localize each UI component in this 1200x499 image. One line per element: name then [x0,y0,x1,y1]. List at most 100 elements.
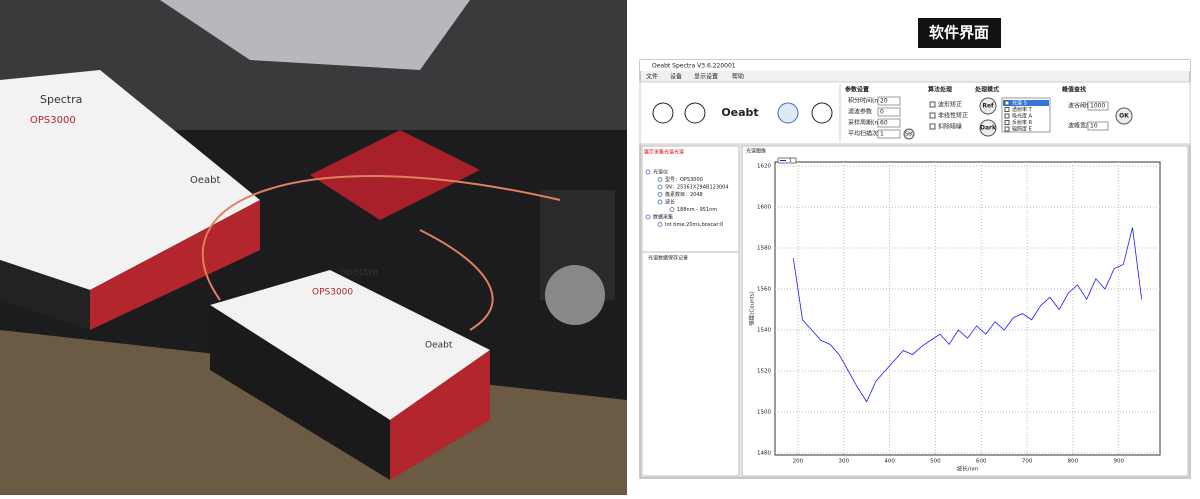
toolbar [639,81,1191,145]
loop-button[interactable] [684,102,706,124]
option-label: 光谱 S [1012,100,1027,107]
option-label: 吸光度 A [1012,113,1033,120]
field-label: 积分时间(ms) [848,97,886,105]
set-button[interactable] [903,128,915,140]
lens [545,265,605,325]
field-value: 0 [880,109,884,116]
logo: Oeabt [721,106,758,119]
tree-node[interactable] [657,177,663,182]
tree-item: 光谱仪 [653,169,668,176]
checkbox[interactable] [1004,113,1010,119]
field-value: 1 [880,131,884,138]
heading-box [918,18,1001,48]
x-tick-label: 300 [839,459,850,465]
start-button[interactable] [652,102,674,124]
input[interactable] [877,118,901,128]
chart-title: 光谱图像 [746,148,766,155]
photo-label: OPS3000 [30,115,76,126]
tree-node[interactable] [657,184,663,190]
y-tick-label: 1600 [757,205,771,211]
x-tick-label: 200 [793,459,804,465]
checkbox[interactable] [929,112,936,119]
menu-item[interactable]: 帮助 [732,73,744,81]
x-tick-label: 900 [1114,459,1125,465]
fiber [201,175,561,331]
checkbox[interactable] [1004,107,1010,112]
pause-button[interactable] [777,102,799,124]
input[interactable] [1087,121,1109,131]
y-axis-label: 强度(Counts) [748,291,756,326]
checkbox[interactable] [1004,126,1010,132]
option-label: 辐照度 E [1012,126,1032,133]
section-title: 峰值查找 [1062,86,1086,94]
tree-item: SN：25361X29AB123004 [665,185,729,191]
tree-node[interactable] [657,199,663,205]
box2-front [210,305,390,480]
section-title: 算法处理 [928,86,952,94]
window-title: Oeabt Spectra V3.6.220001 [652,63,736,70]
tree-node[interactable] [669,207,675,212]
tree-node[interactable] [645,214,651,220]
checkbox[interactable] [929,123,936,130]
option-label: 非线性矫正 [938,112,968,120]
field-value: 10 [1090,123,1098,130]
y-tick-label: 1620 [757,164,771,170]
checkbox[interactable] [1004,100,1010,106]
tree-item: 型号：OPS3000 [665,176,703,183]
photo-label: OPS3000 [312,288,353,298]
menu-item[interactable]: 显示设置 [694,73,718,81]
photo-label: Oeabt [190,175,220,186]
ok-button[interactable] [1115,107,1133,125]
photo-label: Spectra [40,93,82,106]
option-label: 透射率 T [1012,106,1033,113]
field-label: 平均扫描次数 [848,130,884,138]
field-value: 60 [880,120,888,127]
photo-label: Oeabt [425,341,453,351]
box-side [90,200,260,330]
input[interactable] [877,107,901,117]
x-tick-label: 600 [976,459,987,465]
button-label: Dark [980,125,997,132]
button-label: Ref [982,103,994,110]
field-value: 1000 [1090,103,1105,110]
section-title: 处理模式 [974,86,999,94]
field-label: 波峰宽度 [1068,122,1092,130]
field-label: 滤波参数 [848,108,872,116]
splitter [310,130,480,220]
y-tick-label: 1500 [757,409,771,415]
photo-label: Spectra [340,267,379,278]
menu-item[interactable]: 设备 [670,73,682,81]
input[interactable] [1087,101,1109,111]
tree-node[interactable] [657,222,663,227]
tree-node[interactable] [657,192,663,197]
tree-footer: 光谱数据保存记录 [648,255,688,262]
field-label: 波谷阈值 [1068,102,1092,110]
mode-button[interactable] [979,97,997,115]
input[interactable] [877,96,901,106]
input[interactable] [877,129,901,139]
box-front [0,260,90,330]
photo: Spectra OPS3000 Oeabt OPS3000 Spectra Oe… [0,0,627,495]
checkbox[interactable] [929,101,936,108]
y-tick-label: 1560 [757,287,771,293]
legend-box [777,157,797,164]
tree-item: 像素数目：2048 [665,191,703,198]
mode-button[interactable] [979,119,997,137]
y-tick-label: 1480 [757,450,771,456]
tree-item: 波长 [665,199,675,206]
button-label: OK [1119,113,1129,120]
x-tick-label: 700 [1022,459,1033,465]
checkbox[interactable] [1004,120,1010,125]
menu-item[interactable]: 文件 [646,73,658,81]
x-tick-label: 400 [884,459,895,465]
y-tick-label: 1520 [757,368,771,374]
tree-node[interactable] [645,169,651,175]
option-label: 波形矫正 [938,101,962,109]
x-tick-label: 800 [1068,459,1079,465]
box-top [0,70,260,290]
stop-button[interactable] [811,102,833,124]
status-text: 展示采集光谱光谱 [644,149,684,156]
option-label: 扣除暗噪 [938,123,962,131]
y-tick-label: 1580 [757,246,771,252]
